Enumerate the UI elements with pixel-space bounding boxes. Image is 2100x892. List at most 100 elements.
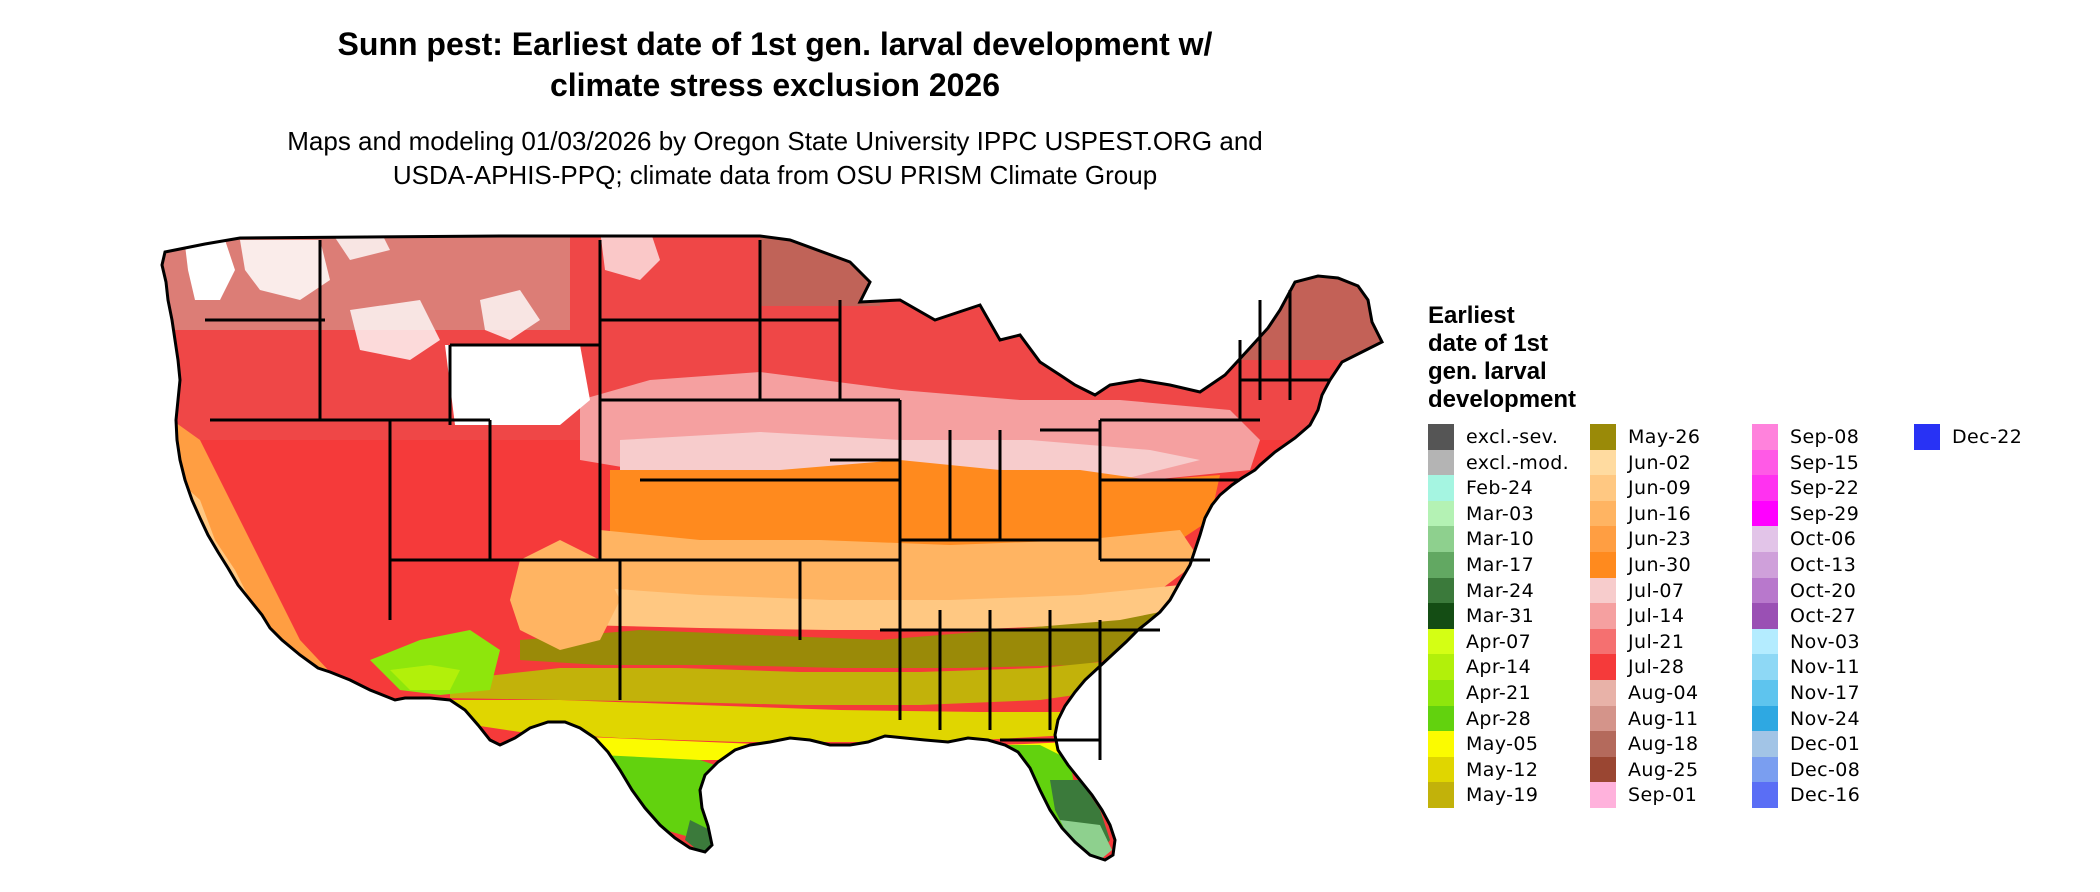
legend-swatch — [1752, 654, 1778, 681]
legend-label: Jul-21 — [1628, 630, 1685, 653]
legend-label: Mar-10 — [1466, 528, 1535, 551]
legend-label: May-26 — [1628, 426, 1701, 448]
legend-label: Aug-04 — [1628, 682, 1699, 704]
legend-label: Sep-08 — [1790, 426, 1860, 448]
legend-swatch — [1752, 577, 1778, 604]
legend-swatch — [1590, 628, 1616, 655]
legend-label: Sep-15 — [1790, 451, 1860, 474]
legend-label: Mar-24 — [1466, 579, 1535, 602]
legend-label: Nov-17 — [1790, 682, 1861, 704]
legend-label: Mar-17 — [1466, 554, 1535, 576]
legend-label: Sep-22 — [1790, 477, 1860, 500]
legend-swatch — [1752, 705, 1778, 732]
legend-label: Mar-31 — [1466, 605, 1535, 628]
legend-label: Jul-14 — [1628, 605, 1685, 628]
legend-swatch — [1752, 424, 1778, 450]
legend-label: Nov-24 — [1790, 707, 1861, 730]
legend-title-line: Earliest — [1428, 302, 1515, 329]
legend-swatch — [1428, 756, 1454, 783]
legend-label: Jun-30 — [1628, 554, 1692, 576]
legend-swatch — [1428, 526, 1454, 553]
us-development-map — [160, 234, 1384, 862]
map-title: Sunn pest: Earliest date of 1st gen. lar… — [200, 24, 1350, 106]
legend-label: Apr-07 — [1466, 630, 1532, 653]
legend-swatch — [1428, 424, 1454, 450]
legend-swatch — [1428, 782, 1454, 809]
legend-label: Dec-01 — [1790, 733, 1861, 756]
legend-swatch — [1752, 552, 1778, 578]
legend-label: Sep-01 — [1628, 784, 1698, 807]
legend-swatch — [1590, 603, 1616, 630]
legend-swatch — [1752, 731, 1778, 758]
legend-label: Sep-29 — [1790, 502, 1860, 525]
legend-swatch — [1428, 603, 1454, 630]
legend-label: Apr-14 — [1466, 656, 1532, 679]
map-title-line-2: climate stress exclusion 2026 — [549, 67, 1001, 103]
legend-swatch — [1590, 731, 1616, 758]
legend-label: Dec-22 — [1952, 426, 2023, 448]
legend-label: Oct-27 — [1790, 605, 1857, 628]
legend-swatch — [1428, 449, 1454, 476]
state-borders — [160, 234, 1384, 862]
legend-title: Earliest date of 1st gen. larval develop… — [1428, 302, 1576, 414]
legend-swatch — [1752, 782, 1778, 809]
legend-label: Jun-23 — [1628, 528, 1692, 551]
legend-title-line: gen. larval — [1428, 358, 1547, 385]
legend-swatch — [1752, 449, 1778, 476]
legend-label: Jun-02 — [1628, 451, 1692, 474]
legend-label: excl.-sev. — [1466, 426, 1559, 448]
legend-label: Feb-24 — [1466, 477, 1534, 500]
legend-label: Apr-21 — [1466, 682, 1532, 704]
legend-label: Aug-25 — [1628, 758, 1699, 781]
legend-label: Apr-28 — [1466, 707, 1532, 730]
legend-swatch — [1428, 731, 1454, 758]
legend-title-line: development — [1428, 386, 1577, 413]
legend-label: Dec-16 — [1790, 784, 1861, 807]
legend-swatch — [1428, 475, 1454, 502]
legend-swatch — [1590, 680, 1616, 706]
legend-swatch — [1590, 500, 1616, 527]
legend-label: Dec-08 — [1790, 758, 1861, 781]
legend-label: excl.-mod. — [1466, 451, 1570, 474]
legend-label: Nov-11 — [1790, 656, 1861, 679]
legend-swatch — [1590, 705, 1616, 732]
legend-swatch — [1428, 552, 1454, 578]
legend-label: Oct-06 — [1790, 528, 1857, 551]
legend-swatch — [1590, 449, 1616, 476]
legend-title-line: date of 1st — [1428, 330, 1549, 357]
legend-swatch — [1752, 475, 1778, 502]
legend-label: May-12 — [1466, 758, 1539, 781]
legend-label: Oct-13 — [1790, 554, 1857, 576]
legend-swatch — [1428, 680, 1454, 706]
map-subtitle-line-1: Maps and modeling 01/03/2026 by Oregon S… — [287, 126, 1263, 156]
legend-label: Mar-03 — [1466, 502, 1535, 525]
legend-swatch — [1752, 680, 1778, 706]
legend-swatch — [1428, 628, 1454, 655]
legend-swatch — [1590, 424, 1616, 450]
legend-swatch — [1590, 526, 1616, 553]
map-title-line-1: Sunn pest: Earliest date of 1st gen. lar… — [337, 26, 1213, 62]
legend-swatch — [1752, 756, 1778, 783]
legend-label: Aug-18 — [1628, 733, 1699, 756]
legend-swatch — [1914, 424, 1940, 450]
legend-swatch — [1590, 552, 1616, 578]
legend-swatch — [1428, 654, 1454, 681]
legend-label: May-05 — [1466, 733, 1539, 756]
legend-swatch — [1752, 603, 1778, 630]
legend-label: Aug-11 — [1628, 707, 1699, 730]
legend-swatch — [1428, 705, 1454, 732]
legend-swatch — [1428, 577, 1454, 604]
legend-label: Jun-09 — [1628, 477, 1692, 500]
legend-swatch — [1590, 654, 1616, 681]
legend-label: Jun-16 — [1628, 502, 1692, 525]
legend-label: Jul-28 — [1628, 656, 1685, 679]
legend-label: Nov-03 — [1790, 630, 1861, 653]
legend-swatch — [1590, 782, 1616, 809]
legend-label: Oct-20 — [1790, 579, 1857, 602]
legend-swatch — [1752, 526, 1778, 553]
legend-label: Jul-07 — [1628, 579, 1685, 602]
legend-swatch — [1428, 500, 1454, 527]
map-subtitle: Maps and modeling 01/03/2026 by Oregon S… — [200, 124, 1350, 192]
legend-swatch — [1590, 475, 1616, 502]
legend-label: May-19 — [1466, 784, 1539, 807]
